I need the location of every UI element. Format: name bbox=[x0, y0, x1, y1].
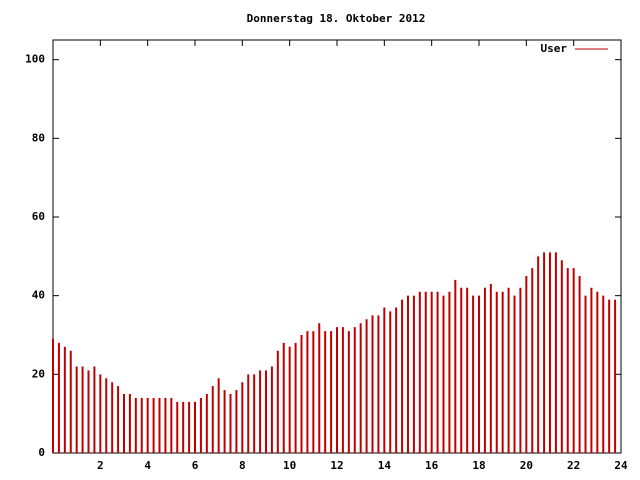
y-tick-label: 20 bbox=[32, 367, 45, 380]
y-tick-label: 80 bbox=[32, 131, 45, 144]
x-tick-label: 6 bbox=[192, 459, 199, 472]
x-tick-label: 12 bbox=[330, 459, 343, 472]
y-tick-label: 60 bbox=[32, 210, 45, 223]
x-tick-label: 22 bbox=[567, 459, 580, 472]
x-tick-label: 24 bbox=[614, 459, 628, 472]
chart-title: Donnerstag 18. Oktober 2012 bbox=[247, 12, 426, 25]
y-tick-label: 40 bbox=[32, 289, 45, 302]
x-tick-label: 20 bbox=[520, 459, 533, 472]
x-tick-label: 16 bbox=[425, 459, 439, 472]
x-tick-label: 8 bbox=[239, 459, 246, 472]
y-tick-label: 0 bbox=[38, 446, 45, 459]
x-tick-label: 18 bbox=[472, 459, 485, 472]
y-tick-label: 100 bbox=[25, 53, 45, 66]
x-tick-label: 10 bbox=[283, 459, 296, 472]
x-tick-label: 14 bbox=[378, 459, 392, 472]
legend-label: User bbox=[541, 42, 568, 55]
x-tick-label: 4 bbox=[144, 459, 151, 472]
x-tick-label: 2 bbox=[97, 459, 104, 472]
